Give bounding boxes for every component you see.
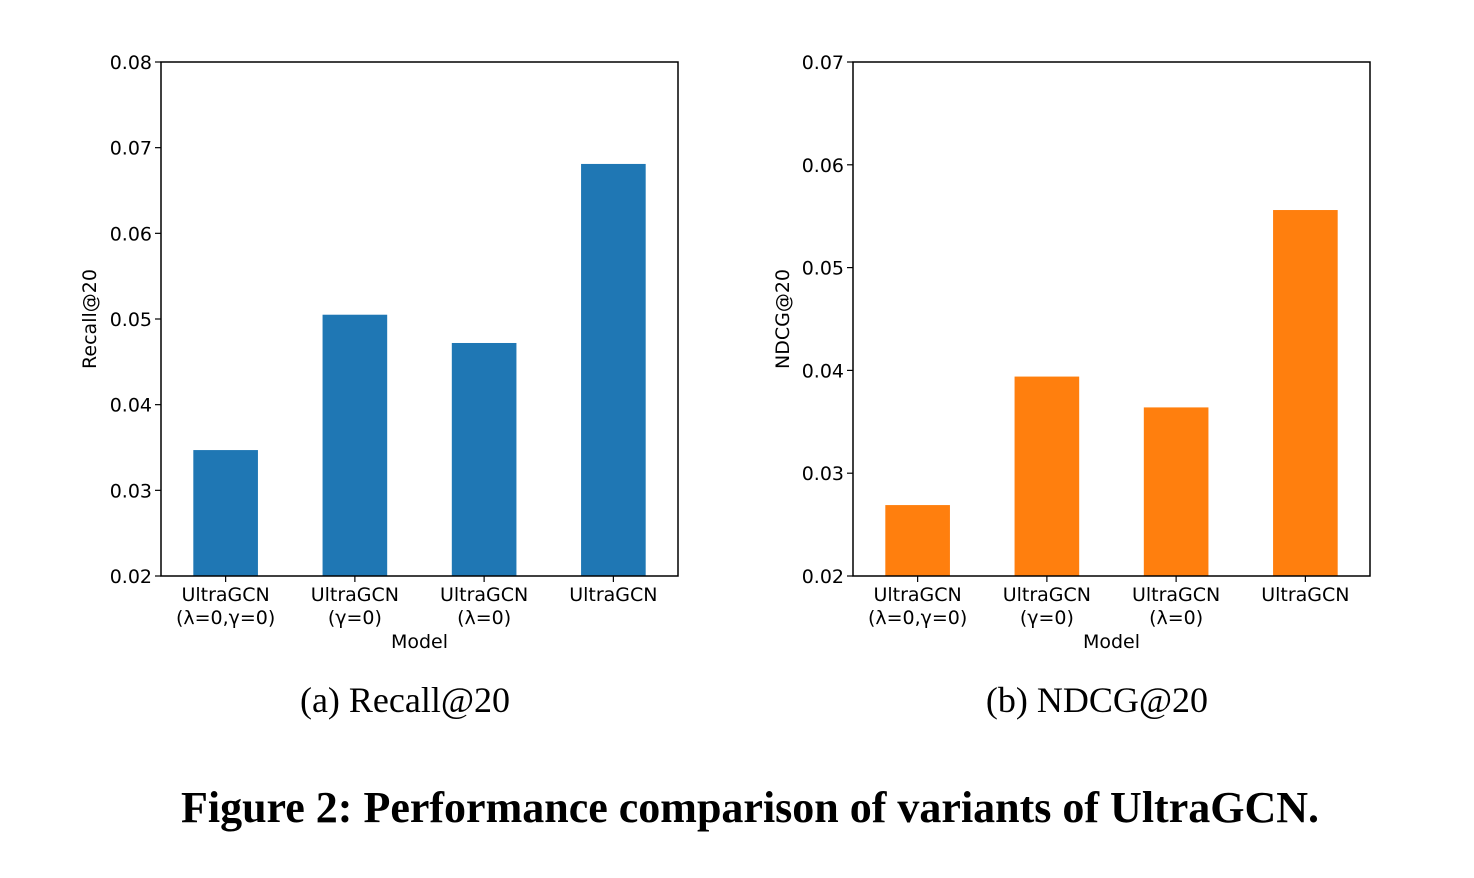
x-axis-label: Model — [1083, 631, 1140, 653]
x-tick-label: UltraGCN — [1132, 584, 1220, 606]
y-tick-label: 0.07 — [802, 52, 844, 74]
y-axis-label: Recall@20 — [79, 269, 101, 369]
x-tick-label: (λ=0,γ=0) — [868, 607, 967, 629]
x-tick-label: UltraGCN — [1003, 584, 1091, 606]
x-tick-label: UltraGCN — [569, 584, 657, 606]
bar-0 — [193, 450, 258, 576]
y-tick-label: 0.03 — [802, 463, 844, 485]
bar-3 — [1273, 210, 1338, 577]
y-tick-label: 0.02 — [110, 566, 152, 588]
y-tick-label: 0.05 — [110, 309, 152, 331]
x-tick-label: UltraGCN — [181, 584, 269, 606]
y-tick-label: 0.07 — [110, 138, 152, 160]
x-tick-label: UltraGCN — [440, 584, 528, 606]
bar-1 — [1014, 376, 1080, 576]
y-tick-label: 0.04 — [110, 395, 152, 417]
y-tick-label: 0.06 — [802, 155, 844, 177]
x-tick-label: (γ=0) — [1020, 607, 1074, 629]
subcaption-ndcg: (b) NDCG@20 — [986, 680, 1208, 720]
x-tick-label: (γ=0) — [328, 607, 382, 629]
bar-2 — [1143, 407, 1209, 576]
bar-1 — [322, 314, 388, 576]
x-tick-label: UltraGCN — [311, 584, 399, 606]
x-tick-label: (λ=0) — [457, 607, 511, 629]
y-tick-label: 0.04 — [802, 360, 844, 382]
chart-recall: 0.020.030.040.050.060.070.08UltraGCN(λ=0… — [79, 52, 679, 653]
y-tick-label: 0.05 — [802, 258, 844, 280]
y-tick-label: 0.06 — [110, 223, 152, 245]
bar-3 — [581, 163, 646, 576]
bar-2 — [451, 342, 517, 576]
subcaption-recall: (a) Recall@20 — [300, 680, 510, 720]
x-tick-label: UltraGCN — [1261, 584, 1349, 606]
y-tick-label: 0.02 — [802, 566, 844, 588]
x-tick-label: UltraGCN — [873, 584, 961, 606]
plot-frame — [852, 61, 1371, 577]
x-tick-label: (λ=0,γ=0) — [176, 607, 275, 629]
figure-caption: Figure 2: Performance comparison of vari… — [181, 783, 1319, 832]
chart-ndcg: 0.020.030.040.050.060.07UltraGCN(λ=0,γ=0… — [772, 52, 1371, 653]
x-axis-label: Model — [391, 631, 448, 653]
y-tick-label: 0.03 — [110, 480, 152, 502]
y-axis-label: NDCG@20 — [772, 269, 794, 369]
bar-0 — [885, 505, 950, 576]
x-tick-label: (λ=0) — [1149, 607, 1203, 629]
y-tick-label: 0.08 — [110, 52, 152, 74]
